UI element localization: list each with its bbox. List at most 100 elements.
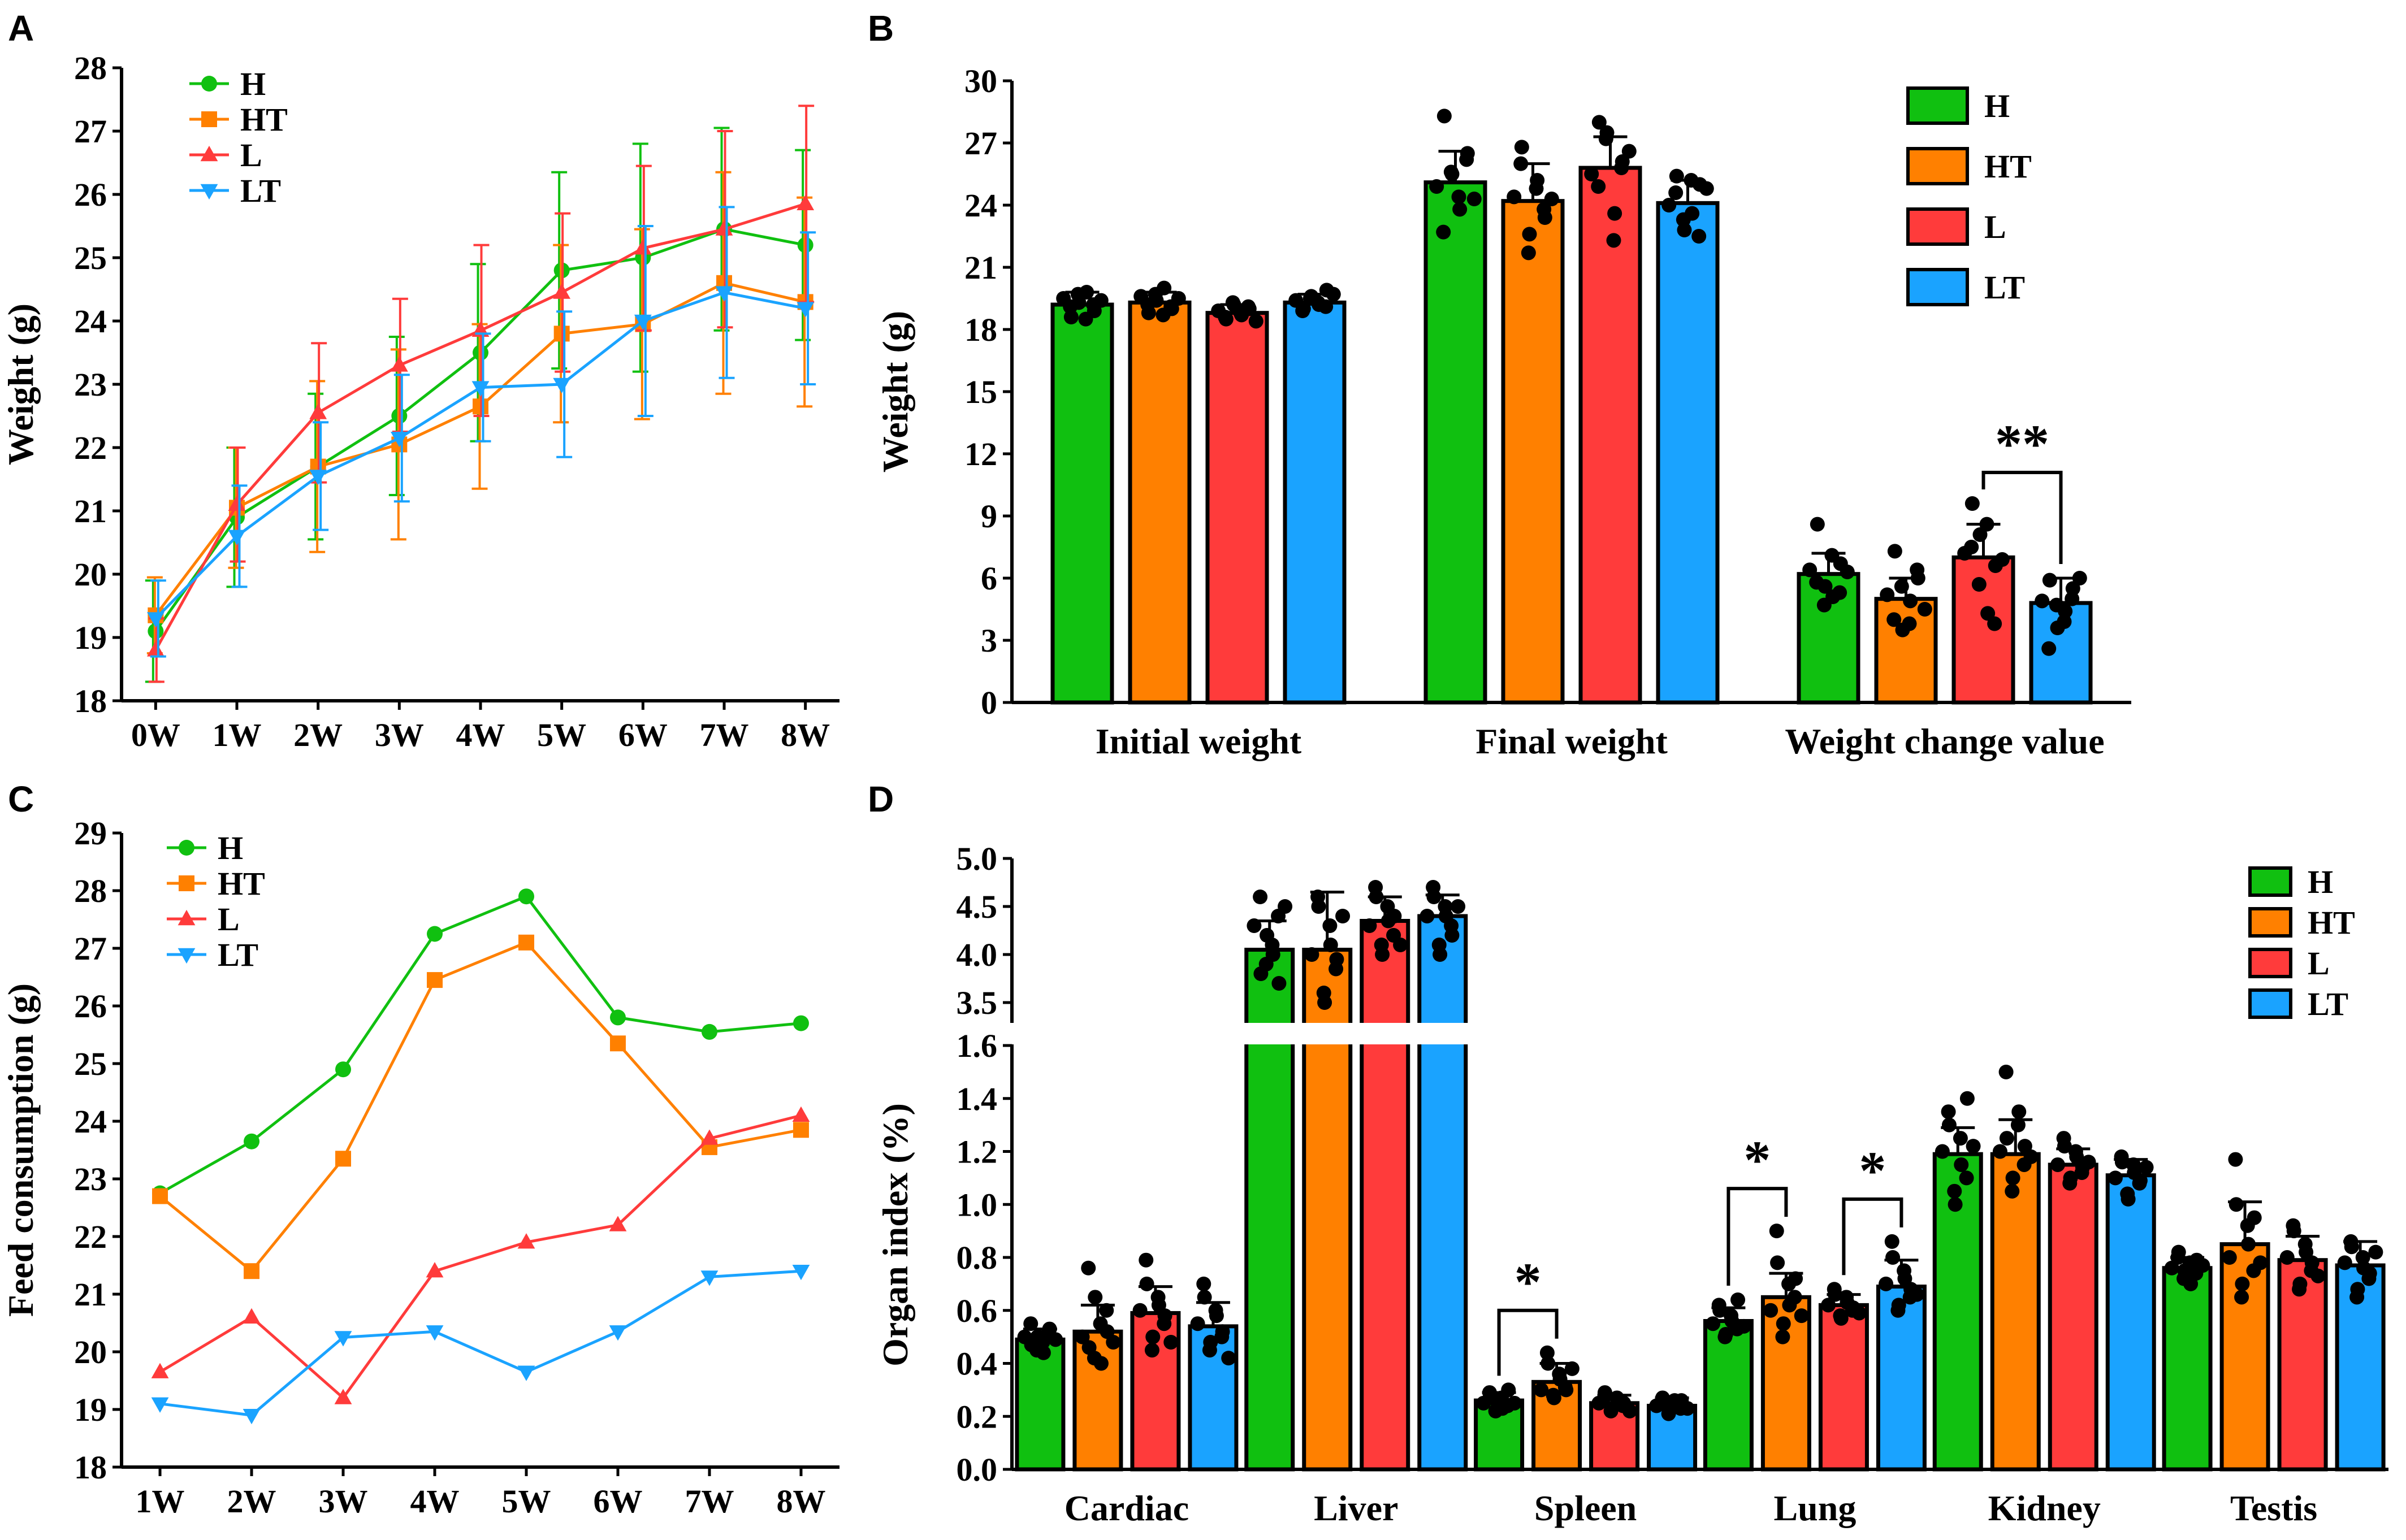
data-point: [309, 404, 327, 419]
scatter-point: [1584, 167, 1599, 181]
scatter-point: [1824, 548, 1840, 563]
x-tick-label: 3W: [319, 1483, 368, 1520]
scatter-point: [2355, 1250, 2370, 1265]
scatter-point: [2011, 1104, 2027, 1120]
y-tick-label: 28: [74, 50, 107, 86]
legend-label-L: L: [240, 137, 262, 173]
x-category-label: Cardiac: [1064, 1488, 1189, 1528]
scatter-point: [1994, 552, 2010, 567]
series-line-LT: [159, 1269, 802, 1417]
scatter-point: [2235, 1276, 2250, 1291]
scatter-point: [1387, 909, 1402, 923]
scatter-point: [2050, 1157, 2065, 1172]
scatter-point: [1559, 1382, 1574, 1398]
scatter-point: [2241, 1237, 2256, 1252]
scatter-point: [1770, 1255, 1785, 1270]
bar-H: [1050, 302, 1114, 705]
x-category-label: Weight change value: [1785, 721, 2104, 761]
y-tick-label: 27: [964, 125, 997, 162]
data-point: [517, 1233, 535, 1249]
scatter-point: [2279, 1250, 2295, 1265]
data-point: [700, 1270, 719, 1286]
scatter-point: [1680, 1401, 1695, 1416]
scatter-point: [1712, 1303, 1728, 1318]
scatter-point: [2228, 1197, 2244, 1212]
scatter-point: [2072, 571, 2087, 585]
series-HT: [152, 934, 809, 1279]
scatter-point: [1495, 1401, 1510, 1416]
data-point: [426, 1262, 444, 1278]
scatter-point: [2195, 1258, 2210, 1273]
data-point: [518, 934, 534, 951]
legend-label-HT: HT: [1984, 148, 2032, 185]
scatter-point: [1393, 938, 1408, 952]
data-point: [793, 1015, 809, 1031]
scatter-point: [1451, 899, 1466, 914]
scatter-point: [1832, 585, 1847, 600]
data-point: [390, 356, 408, 372]
scatter-point: [2368, 1244, 2383, 1260]
y-tick-label: 18: [74, 1449, 107, 1486]
data-point: [244, 1263, 260, 1279]
bar-LT: [1656, 201, 1720, 705]
x-tick-label: 4W: [410, 1483, 460, 1520]
panel-label-d: D: [868, 779, 894, 819]
legend-label-LT: LT: [2308, 986, 2348, 1022]
scatter-point: [1036, 1345, 1051, 1360]
scatter-point: [2183, 1276, 2199, 1291]
data-point: [427, 926, 443, 942]
scatter-point: [1987, 616, 2002, 631]
scatter-point: [1621, 144, 1637, 159]
scatter-point: [1030, 1329, 1045, 1344]
significance-marker: **: [1995, 414, 2049, 474]
scatter-point: [1718, 1326, 1733, 1342]
y-tick-label: 4.0: [957, 936, 998, 973]
data-point: [609, 1035, 626, 1052]
data-point: [553, 283, 571, 299]
y-tick-label: 26: [74, 988, 107, 1025]
data-point: [609, 1009, 626, 1026]
scatter-point: [1088, 1290, 1103, 1305]
scatter-point: [1295, 303, 1310, 318]
scatter-point: [1466, 192, 1482, 206]
bar-L: [2048, 1162, 2098, 1472]
scatter-point: [2177, 1263, 2192, 1278]
scatter-point: [1941, 1117, 1957, 1133]
bar-HT: [1072, 1329, 1123, 1472]
scatter-point: [1884, 1234, 1899, 1249]
data-point: [335, 1151, 352, 1167]
scatter-point: [2005, 1170, 2020, 1186]
data-point: [151, 1397, 169, 1413]
data-point: [793, 1122, 809, 1138]
scatter-point: [2023, 1149, 2039, 1164]
scatter-point: [1145, 1329, 1161, 1344]
scatter-point: [1322, 918, 1338, 933]
series-L: [151, 1106, 810, 1404]
scatter-point: [1891, 1298, 1906, 1313]
bar-H: [2162, 1266, 2213, 1472]
bar-L: [1578, 166, 1642, 705]
x-category-label: Initial weight: [1096, 721, 1302, 761]
scatter-point: [1999, 1131, 2014, 1146]
scatter-point: [1501, 1382, 1516, 1398]
data-point: [335, 1061, 352, 1078]
scatter-point: [1910, 562, 1925, 578]
scatter-point: [1215, 1324, 1230, 1339]
y-tick-label: 21: [74, 493, 107, 530]
scatter-point: [1828, 1287, 1843, 1302]
panel-d-organ-bar-chart: 0.0 0.2 0.4 0.6 0.8 1.0 1.2 1.4 1.6 3.5 4.0 4.5 5.0 C…: [875, 840, 2394, 1528]
y-tick-label: 18: [964, 311, 997, 348]
scatter-point: [1429, 179, 1444, 194]
scatter-point: [1253, 890, 1268, 904]
y-tick-label: 4.5: [957, 888, 998, 925]
scatter-point: [1598, 131, 1613, 146]
scatter-point: [1909, 1287, 1924, 1302]
y-tick-label: 1.6: [957, 1027, 998, 1064]
scatter-point: [1964, 496, 1980, 511]
data-point: [792, 1265, 810, 1281]
y-tick-label: 0.2: [957, 1398, 998, 1435]
scatter-point: [1218, 310, 1233, 324]
scatter-point: [1598, 1387, 1613, 1403]
scatter-point: [1591, 179, 1606, 194]
scatter-point: [2042, 572, 2057, 588]
